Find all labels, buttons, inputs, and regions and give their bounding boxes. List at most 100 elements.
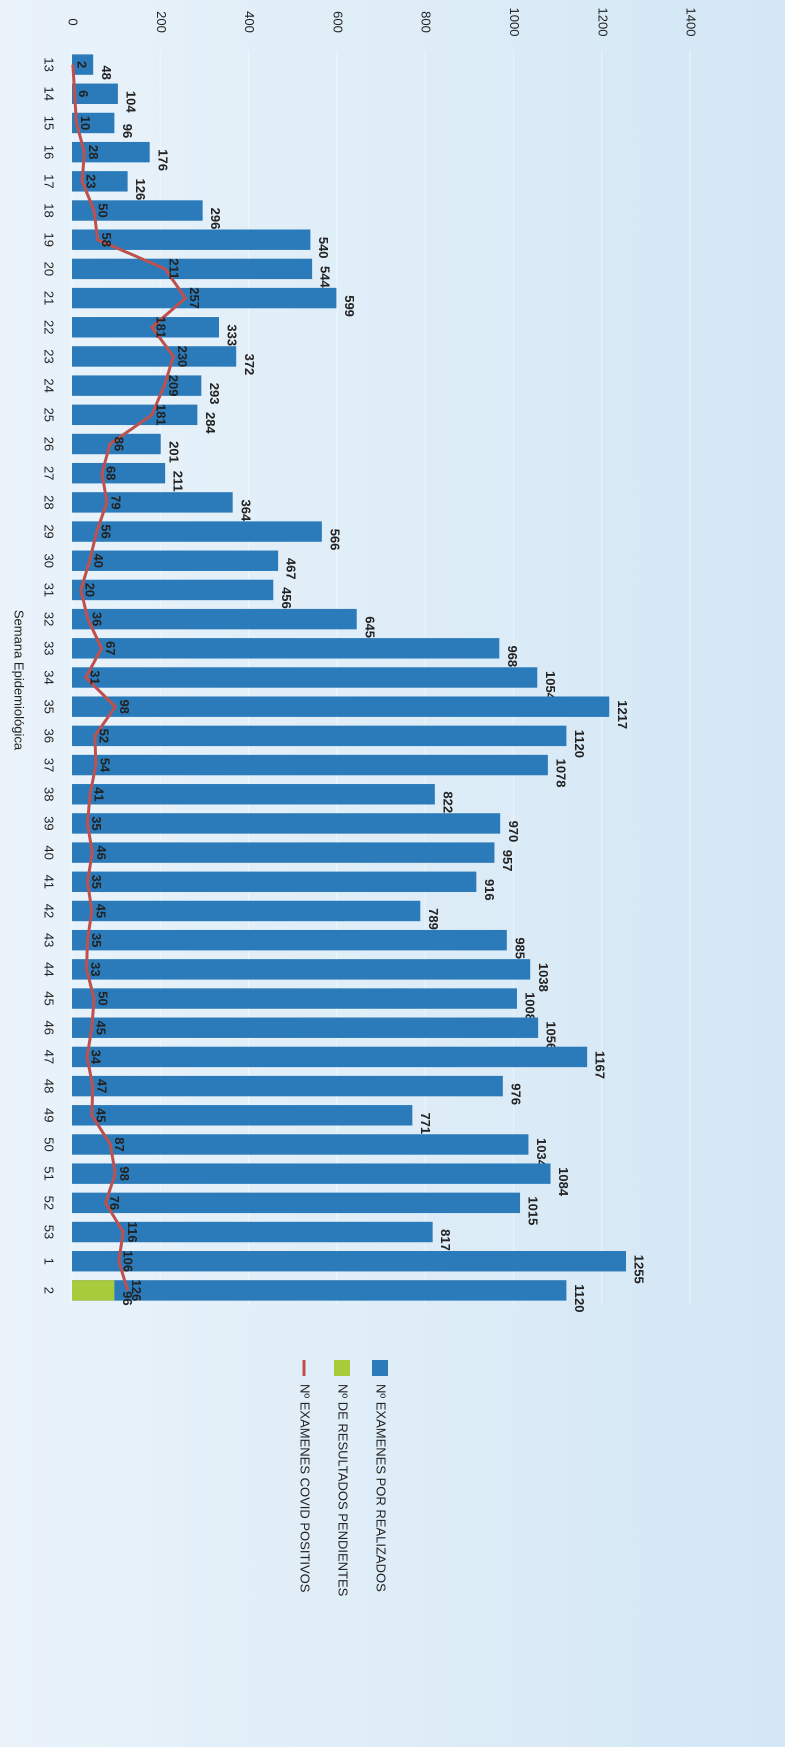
bar xyxy=(72,1134,529,1155)
data-label: 6 xyxy=(76,90,91,97)
y-tick-label: 1000 xyxy=(507,8,522,37)
data-label: 916 xyxy=(482,879,497,901)
data-label: 50 xyxy=(96,203,111,217)
data-label: 1015 xyxy=(526,1196,541,1225)
data-label: 23 xyxy=(84,174,99,188)
bar xyxy=(72,784,435,805)
bar xyxy=(71,171,128,192)
data-label: 45 xyxy=(93,904,108,918)
data-label: 1008 xyxy=(523,992,538,1021)
data-label: 47 xyxy=(94,1079,109,1093)
bar xyxy=(72,959,531,980)
bar xyxy=(72,725,567,747)
data-label: 333 xyxy=(225,324,240,346)
x-tick-label: 53 xyxy=(42,1225,57,1239)
x-tick-label: 46 xyxy=(42,1020,57,1034)
data-label: 467 xyxy=(284,558,299,580)
x-tick-label: 24 xyxy=(42,378,57,392)
bar xyxy=(72,492,233,513)
data-label: 34 xyxy=(89,1050,104,1065)
data-label: 54 xyxy=(97,758,112,773)
rotated-chart: Semana Epidemiológica 0 200 400 600 800 1000 1… xyxy=(12,8,699,1597)
bar xyxy=(72,229,311,250)
data-label: 968 xyxy=(505,645,520,667)
data-label: 98 xyxy=(117,1166,132,1180)
bar xyxy=(71,83,118,104)
bar xyxy=(72,1017,539,1038)
data-label: 1167 xyxy=(593,1051,608,1079)
bar xyxy=(72,1075,503,1097)
x-tick-label: 50 xyxy=(42,1137,57,1151)
data-label: 10 xyxy=(78,116,93,130)
x-tick-label: 34 xyxy=(42,670,57,684)
x-tick-label: 52 xyxy=(42,1196,57,1210)
bar xyxy=(72,258,313,280)
bar xyxy=(72,871,477,893)
x-tick-label: 51 xyxy=(42,1166,57,1180)
data-label: 106 xyxy=(120,1250,135,1272)
x-tick-label: 15 xyxy=(42,116,57,130)
x-tick-label: 41 xyxy=(42,875,57,889)
bar xyxy=(71,1046,588,1068)
data-label: 645 xyxy=(362,616,377,638)
data-label: 1078 xyxy=(553,759,568,788)
y-tick-label: 0 xyxy=(66,18,81,25)
bar xyxy=(72,900,421,922)
data-label: 116 xyxy=(125,1222,140,1243)
data-label: 456 xyxy=(279,587,294,609)
x-tick-label: 2 xyxy=(42,1287,57,1294)
x-tick-label: 22 xyxy=(42,320,57,334)
bar xyxy=(71,462,166,484)
data-label: 96 xyxy=(120,1291,135,1305)
data-label: 2 xyxy=(74,61,89,68)
x-tick-label: 47 xyxy=(42,1050,57,1064)
bar xyxy=(72,608,357,630)
data-label: 35 xyxy=(89,875,104,889)
bar xyxy=(72,988,517,1009)
data-label: 284 xyxy=(203,412,218,434)
data-label: 364 xyxy=(238,500,253,522)
x-tick-label: 38 xyxy=(42,787,57,801)
bar xyxy=(72,521,322,542)
data-label: 544 xyxy=(318,266,333,288)
bar xyxy=(72,667,538,688)
bar xyxy=(72,813,501,834)
data-label: 50 xyxy=(96,991,111,1005)
data-label: 296 xyxy=(208,208,223,230)
x-tick-label: 27 xyxy=(42,466,57,480)
x-tick-label: 19 xyxy=(42,232,57,246)
x-tick-label: 32 xyxy=(42,612,57,626)
x-tick-label: 28 xyxy=(42,495,57,509)
bar xyxy=(72,579,274,601)
x-tick-label: 1 xyxy=(42,1258,57,1265)
data-label: 181 xyxy=(153,404,168,426)
x-tick-label: 18 xyxy=(42,203,57,217)
bar xyxy=(72,1221,433,1243)
data-label: 28 xyxy=(86,145,101,159)
data-label: 67 xyxy=(103,641,118,655)
data-label: 40 xyxy=(91,554,106,568)
x-tick-label: 45 xyxy=(42,991,57,1005)
x-tick-label: 13 xyxy=(42,57,57,71)
x-tick-label: 39 xyxy=(42,816,57,830)
data-label: 33 xyxy=(88,962,103,976)
x-tick-label: 29 xyxy=(42,524,57,538)
bar xyxy=(71,141,150,163)
bar xyxy=(72,754,548,776)
legend-label: Nº EXAMENES POR REALIZADOS xyxy=(374,1384,389,1592)
data-label: 76 xyxy=(107,1196,122,1210)
bar xyxy=(72,550,279,571)
bar xyxy=(72,1105,413,1126)
bar xyxy=(72,54,94,75)
data-label: 293 xyxy=(207,383,222,405)
x-tick-label: 37 xyxy=(42,758,57,772)
x-tick-label: 40 xyxy=(42,845,57,859)
x-tick-label: 25 xyxy=(42,408,57,422)
bar xyxy=(71,1280,115,1301)
data-label: 45 xyxy=(93,1108,108,1122)
data-label: 209 xyxy=(166,375,181,397)
data-label: 104 xyxy=(123,91,138,113)
data-label: 46 xyxy=(94,845,109,859)
data-label: 86 xyxy=(112,437,127,451)
